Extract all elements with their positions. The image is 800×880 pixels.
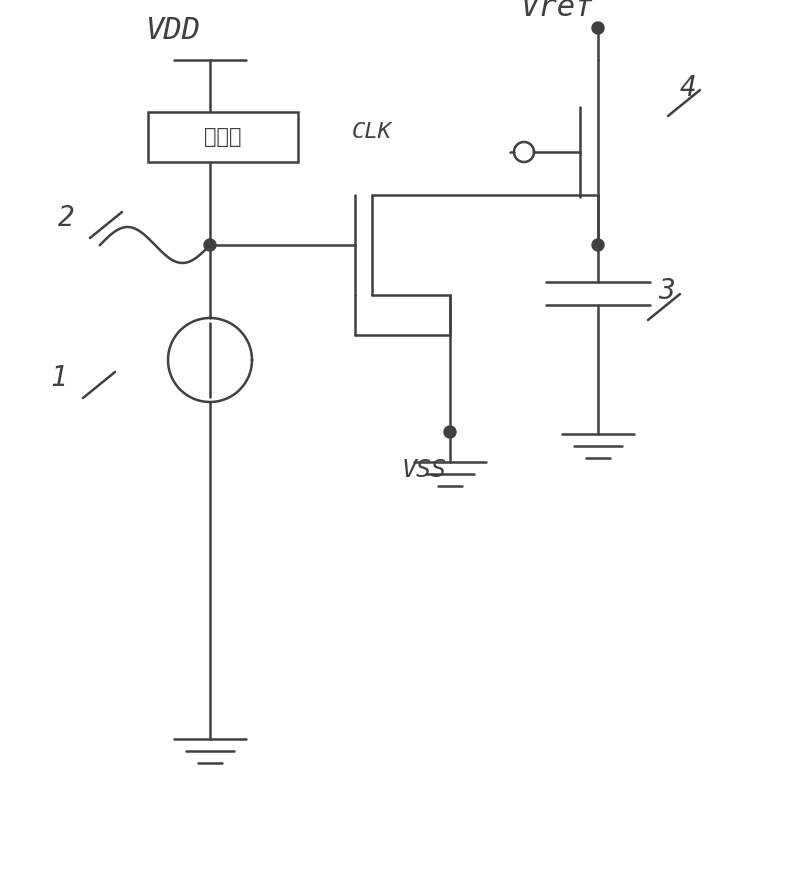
Bar	[148, 112, 298, 162]
Text: 4: 4	[680, 74, 697, 102]
Text: VDD: VDD	[145, 16, 200, 45]
Polygon shape	[592, 22, 604, 34]
Text: 3: 3	[658, 277, 674, 305]
Polygon shape	[592, 239, 604, 251]
Polygon shape	[204, 239, 216, 251]
Text: 1: 1	[50, 364, 66, 392]
Text: 2: 2	[58, 204, 74, 232]
Text: Vref: Vref	[520, 0, 594, 22]
Text: 传感器: 传感器	[204, 127, 242, 147]
Polygon shape	[444, 426, 456, 438]
Text: VSS: VSS	[402, 458, 447, 482]
Text: CLK: CLK	[352, 122, 392, 142]
